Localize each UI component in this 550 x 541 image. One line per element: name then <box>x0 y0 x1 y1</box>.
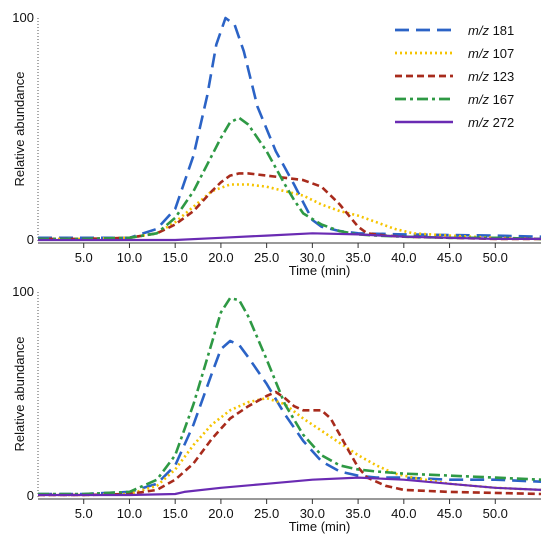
x-tick-label: 50.0 <box>483 506 508 521</box>
series-line-m-z-181 <box>38 16 542 240</box>
x-tick-label: 45.0 <box>437 506 462 521</box>
y-tick-label: 0 <box>27 232 34 247</box>
x-tick-label: 5.0 <box>75 250 93 265</box>
series-line-m-z-123 <box>38 172 541 241</box>
y-tick-label: 0 <box>27 488 34 503</box>
x-tick-label: 30.0 <box>300 506 325 521</box>
x-tick-label: 25.0 <box>254 506 279 521</box>
x-tick-label: 40.0 <box>391 506 416 521</box>
series-line-m-z-181 <box>38 339 542 496</box>
legend-entry: m/z 167 <box>468 92 514 107</box>
x-tick-label: 5.0 <box>75 506 93 521</box>
y-axis-title: Relative abundance <box>12 337 27 452</box>
x-tick-label: 35.0 <box>345 506 370 521</box>
legend-label: 272 <box>489 115 514 130</box>
chart-top: 5.0 10.0 15.0 20.0 25.0 30.0 35.0 40.0 45.0 50.0 0… <box>12 10 542 278</box>
series-line-m-z-107 <box>38 396 542 497</box>
series-line-m-z-167 <box>38 116 542 241</box>
x-tick-label: 40.0 <box>391 250 416 265</box>
legend-entry: m/z 107 <box>468 46 514 61</box>
legend-italic: m/z <box>468 92 489 107</box>
series-line-m-z-167 <box>38 296 542 496</box>
series-line-m-z-272 <box>38 476 542 497</box>
legend-label: 107 <box>489 46 514 61</box>
legend-italic: m/z <box>468 115 489 130</box>
x-tick-label: 25.0 <box>254 250 279 265</box>
legend-label: 181 <box>489 23 514 38</box>
x-tick-label: 20.0 <box>208 250 233 265</box>
x-tick-label: 15.0 <box>163 250 188 265</box>
y-tick-label: 100 <box>12 10 34 25</box>
legend-label: 167 <box>489 92 514 107</box>
x-tick-label: 45.0 <box>437 250 462 265</box>
x-tick-label: 35.0 <box>345 250 370 265</box>
x-tick-label: 15.0 <box>163 506 188 521</box>
series-line-m-z-123 <box>38 390 542 497</box>
legend-italic: m/z <box>468 23 489 38</box>
legend-label: 123 <box>489 69 514 84</box>
y-axis-title: Relative abundance <box>12 72 27 187</box>
x-tick-label: 30.0 <box>300 250 325 265</box>
series-line-m-z-272 <box>38 232 541 242</box>
x-tick-label: 50.0 <box>483 250 508 265</box>
chart-bottom: 5.0 10.0 15.0 20.0 25.0 30.0 35.0 40.0 45.0 50.0 0… <box>12 284 542 534</box>
legend-entry: m/z 181 <box>468 23 514 38</box>
x-axis-title: Time (min) <box>289 263 351 278</box>
legend-entry: m/z 123 <box>468 69 514 84</box>
legend-italic: m/z <box>468 69 489 84</box>
x-tick-label: 10.0 <box>117 506 142 521</box>
x-axis-title: Time (min) <box>289 519 351 534</box>
legend-italic: m/z <box>468 46 489 61</box>
x-tick-label: 10.0 <box>117 250 142 265</box>
x-tick-label: 20.0 <box>208 506 233 521</box>
y-tick-label: 100 <box>12 284 34 299</box>
legend-entry: m/z 272 <box>468 115 514 130</box>
